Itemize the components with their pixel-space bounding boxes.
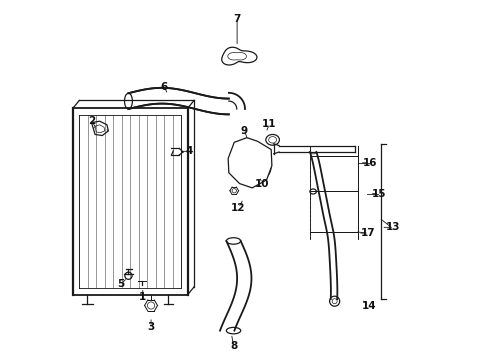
Polygon shape — [228, 138, 272, 188]
Text: 2: 2 — [88, 116, 95, 126]
Text: 3: 3 — [147, 322, 155, 332]
Text: 9: 9 — [241, 126, 248, 135]
Ellipse shape — [310, 150, 317, 154]
Text: 12: 12 — [231, 203, 246, 213]
Text: 5: 5 — [118, 279, 125, 289]
Ellipse shape — [310, 189, 317, 194]
Text: 7: 7 — [233, 14, 241, 24]
Circle shape — [330, 296, 340, 306]
Text: 6: 6 — [161, 82, 168, 92]
Text: 8: 8 — [230, 341, 237, 351]
Text: 13: 13 — [386, 222, 400, 232]
Ellipse shape — [226, 327, 241, 334]
Text: 14: 14 — [362, 301, 376, 311]
Circle shape — [241, 151, 271, 181]
Ellipse shape — [124, 93, 132, 109]
Ellipse shape — [226, 238, 241, 244]
Text: 10: 10 — [255, 179, 270, 189]
Ellipse shape — [266, 134, 279, 145]
Text: 11: 11 — [262, 120, 277, 129]
Text: 1: 1 — [139, 292, 147, 302]
Text: 15: 15 — [372, 189, 387, 199]
Text: 16: 16 — [363, 158, 377, 168]
Text: 4: 4 — [186, 146, 193, 156]
Text: 17: 17 — [360, 228, 375, 238]
